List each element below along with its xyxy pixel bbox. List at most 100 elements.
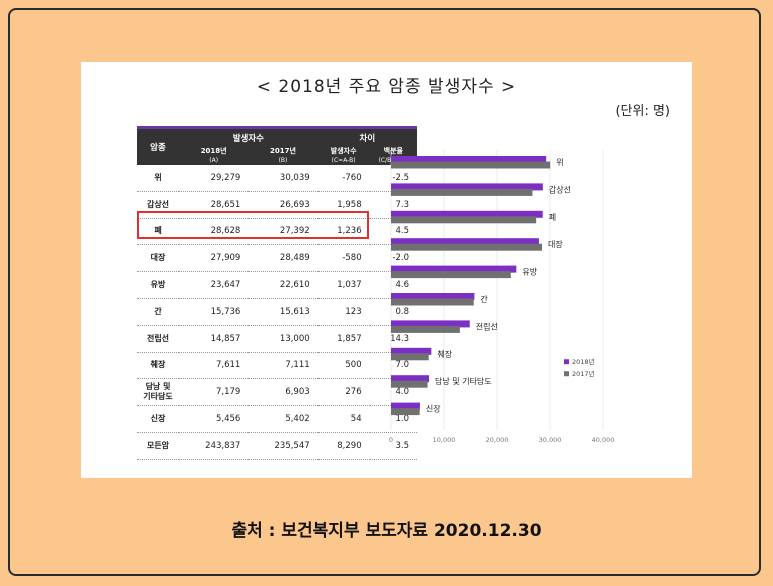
cell-name: 대장 — [137, 244, 179, 273]
table-row: 갑상선 28,651 26,693 1,958 7.3 — [137, 191, 417, 219]
infographic-title: < 2018년 주요 암종 발생자수 > — [256, 77, 517, 97]
cell-name: 유방 — [137, 271, 179, 299]
cell-b: 5,402 — [248, 405, 318, 433]
bar-2018 — [391, 375, 430, 383]
cell-c: 1,857 — [317, 325, 370, 353]
legend-label: 2017년 — [572, 369, 595, 378]
bar-2017 — [391, 408, 420, 416]
table-row: 신장 5,456 5,402 54 1.0 — [137, 405, 417, 433]
cell-b: 30,039 — [248, 165, 318, 192]
cell-name: 위 — [137, 165, 179, 192]
infographic-panel: < 2018년 주요 암종 발생자수 > (단위: 명) 암종 발생자수 차이 … — [81, 62, 692, 478]
category-label: 전립선 — [476, 321, 498, 331]
table-row: 폐 28,628 27,392 1,236 4.5 — [137, 218, 417, 246]
x-tick-label: 10,000 — [433, 436, 456, 444]
cell-name: 신장 — [137, 405, 179, 433]
header-cancer: 암종 — [137, 126, 179, 165]
cell-a: 5,456 — [179, 405, 249, 433]
bar-2018 — [391, 320, 470, 328]
x-tick-label: 30,000 — [539, 436, 562, 444]
incidence-bar-chart: 0 10,000 20,000 30,000 40,000 위갑상선폐대장유방간전립선췌장… — [389, 150, 615, 444]
bar-2018 — [391, 402, 420, 410]
bar-2017 — [391, 161, 551, 169]
table-row: 담낭 및 기타담도 7,179 6,903 276 4.0 — [137, 378, 417, 407]
table-row: 모든암 243,837 235,547 8,290 3.5 — [137, 432, 417, 460]
category-label: 췌장 — [437, 349, 452, 359]
cell-b: 13,000 — [248, 325, 318, 353]
bar-2018 — [391, 238, 539, 246]
category-label: 위 — [556, 158, 563, 167]
cell-a: 7,179 — [179, 378, 249, 407]
category-label: 폐 — [549, 212, 556, 222]
bar-2017 — [391, 188, 533, 196]
cell-a: 28,651 — [179, 191, 249, 219]
cell-b: 6,903 — [248, 378, 318, 407]
cell-c: -580 — [317, 244, 370, 273]
bar-2018 — [391, 265, 517, 273]
table-row: 췌장 7,611 7,111 500 7.0 — [137, 352, 417, 380]
cell-c: 1,958 — [317, 191, 370, 219]
cell-name: 갑상선 — [137, 191, 179, 219]
bar-2017 — [391, 243, 542, 251]
bar-2017 — [391, 380, 428, 388]
cell-p: 3.5 — [369, 432, 417, 460]
cell-c: 54 — [317, 405, 370, 433]
header-2017: 2017년 (B) — [248, 147, 318, 165]
x-tick-label: 40,000 — [592, 436, 615, 444]
cell-b: 27,392 — [248, 218, 318, 246]
cell-a: 14,857 — [179, 325, 249, 353]
category-label: 신장 — [426, 404, 441, 414]
bar-2017 — [391, 216, 537, 224]
bar-2017 — [391, 271, 511, 279]
category-label: 유방 — [522, 267, 537, 277]
cell-b: 22,610 — [248, 271, 318, 299]
table-row: 위 29,279 30,039 -760 -2.5 — [137, 165, 417, 192]
header-incidence: 발생자수 — [179, 126, 318, 147]
category-label: 담낭 및 기타담도 — [435, 376, 492, 386]
cell-a: 28,628 — [179, 218, 249, 246]
cell-b: 26,693 — [248, 191, 318, 219]
bar-2018 — [391, 210, 543, 218]
legend-label: 2018년 — [572, 357, 595, 366]
bar-2018 — [391, 347, 432, 355]
header-difference: 차이 — [317, 126, 417, 147]
bar-2018 — [391, 156, 547, 163]
cell-name: 담낭 및 기타담도 — [137, 378, 179, 407]
x-tick-label: 0 — [389, 436, 393, 444]
thyroid-row-highlight — [137, 211, 369, 239]
cell-b: 28,489 — [248, 244, 318, 273]
cell-name: 모든암 — [137, 432, 179, 460]
cell-b: 15,613 — [248, 298, 318, 326]
cell-c: 276 — [317, 378, 370, 407]
cell-c: 500 — [317, 352, 370, 380]
cell-a: 243,837 — [179, 432, 249, 460]
cell-name: 전립선 — [137, 325, 179, 353]
cell-a: 29,279 — [179, 165, 249, 192]
legend-swatch — [564, 371, 569, 377]
cell-c: -760 — [317, 165, 370, 192]
bar-2017 — [391, 325, 460, 333]
category-label: 간 — [480, 294, 488, 304]
bar-2017 — [391, 298, 474, 306]
category-label: 갑상선 — [549, 184, 571, 194]
header-2018: 2018년 (A) — [179, 147, 249, 165]
bar-2017 — [391, 353, 429, 361]
cell-a: 15,736 — [179, 298, 249, 326]
header-diff: 발생자수 (C=A-B) — [317, 147, 370, 165]
category-label: 대장 — [548, 239, 563, 249]
legend-swatch — [564, 359, 569, 365]
bar-2018 — [391, 183, 543, 191]
cell-c: 123 — [317, 298, 370, 326]
cell-a: 23,647 — [179, 271, 249, 299]
cell-c: 1,037 — [317, 271, 370, 299]
cell-name: 간 — [137, 298, 179, 326]
cell-b: 235,547 — [248, 432, 318, 460]
bar-2018 — [391, 293, 475, 300]
cell-c: 8,290 — [317, 432, 370, 460]
unit-label: (단위: 명) — [615, 104, 670, 119]
cell-a: 27,909 — [179, 244, 249, 273]
cell-name: 폐 — [137, 218, 179, 246]
table-row: 전립선 14,857 13,000 1,857 14.3 — [137, 325, 417, 353]
cell-a: 7,611 — [179, 352, 249, 380]
x-tick-label: 20,000 — [486, 436, 509, 444]
